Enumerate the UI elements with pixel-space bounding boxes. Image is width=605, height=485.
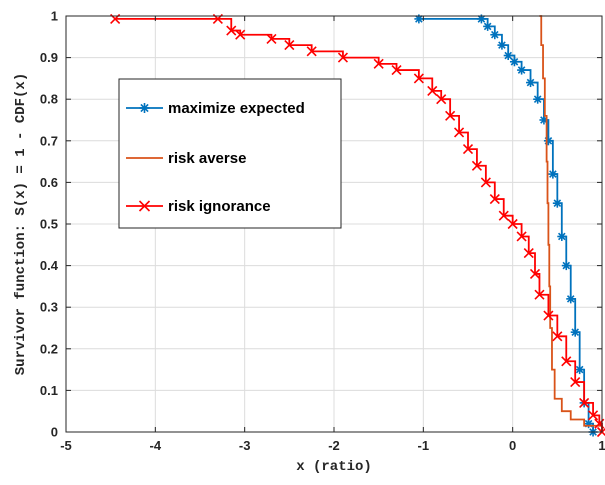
data-point (523, 248, 534, 259)
legend-item: maximize expected (126, 100, 305, 117)
data-point (516, 231, 527, 242)
y-tick-label: 0.7 (40, 133, 58, 148)
series-line (418, 18, 594, 432)
data-point (517, 65, 527, 75)
data-point (548, 169, 558, 179)
data-point (507, 218, 518, 230)
data-point (543, 310, 554, 321)
y-tick-label: 0.3 (40, 300, 58, 315)
data-point (427, 85, 438, 96)
data-point (575, 365, 585, 375)
legend-marker (138, 200, 151, 212)
data-point (534, 289, 545, 300)
y-tick-label: 0.6 (40, 175, 58, 190)
y-tick-label: 0.9 (40, 50, 58, 65)
legend-box (118, 78, 342, 229)
data-point (480, 177, 491, 188)
data-point (570, 327, 580, 337)
data-point (509, 57, 519, 67)
data-point (588, 410, 599, 421)
data-point (526, 78, 536, 88)
y-tick-label: 0.4 (40, 258, 59, 273)
data-point (306, 46, 317, 57)
data-point (391, 65, 402, 76)
y-axis-label: Survivor function: S(x) = 1 - CDF(x) (13, 73, 29, 375)
data-point (337, 52, 348, 63)
data-point (413, 73, 424, 84)
data-point (266, 33, 277, 44)
legend-marker (139, 103, 150, 113)
legend-item: risk ignorance (126, 198, 271, 215)
data-point (498, 210, 509, 221)
x-tick-label: -5 (60, 438, 72, 453)
y-tick-label: 0.5 (40, 217, 58, 232)
data-point (566, 294, 576, 304)
data-point (284, 40, 295, 51)
data-point (462, 144, 474, 155)
data-point (543, 136, 553, 146)
x-axis-label: x (ratio) (296, 459, 372, 475)
data-point (529, 268, 541, 279)
data-point (483, 21, 493, 31)
data-point (533, 94, 543, 104)
data-point (489, 193, 500, 205)
data-point (471, 160, 482, 171)
data-point (557, 231, 567, 241)
data-point (445, 110, 456, 121)
data-point (584, 419, 594, 429)
y-tick-labels: 0 0.1 0.2 0.3 0.4 0.5 0.6 0.7 0.8 0.9 1 (40, 9, 59, 440)
data-point (579, 397, 590, 408)
y-tick-label: 0.1 (40, 383, 58, 398)
series-line (539, 15, 603, 430)
series-layer (110, 13, 605, 438)
data-point (552, 198, 562, 208)
data-point (235, 29, 246, 40)
x-tick-label: 1 (598, 438, 605, 453)
series-risk-averse (539, 15, 603, 430)
data-point (226, 25, 237, 36)
data-point (561, 261, 571, 271)
series-line (115, 18, 603, 432)
y-tick-label: 0 (51, 425, 58, 440)
legend-label: risk ignorance (168, 198, 271, 215)
x-tick-labels: -5 -4 -3 -2 -1 0 1 (60, 438, 605, 453)
y-tick-label: 0.8 (40, 92, 58, 107)
series-risk-ignorance (110, 13, 605, 438)
legend-label: maximize expected (168, 100, 305, 117)
x-tick-label: -3 (239, 438, 251, 453)
legend: maximize expected risk averse risk ignoran… (118, 78, 342, 229)
x-tick-label: -4 (150, 438, 162, 453)
data-point (552, 331, 563, 342)
x-tick-label: 0 (509, 438, 516, 453)
legend-label: risk averse (168, 150, 246, 167)
legend-item: risk averse (126, 150, 246, 167)
data-point (503, 51, 513, 61)
data-point (454, 127, 465, 138)
data-point (490, 30, 500, 40)
x-tick-label: -1 (418, 438, 430, 453)
data-point (436, 94, 447, 105)
data-point (570, 377, 581, 388)
x-tick-label: -2 (328, 438, 340, 453)
y-tick-label: 1 (51, 9, 58, 24)
series-maximize-expected (414, 14, 598, 437)
axes (65, 15, 603, 433)
y-tick-label: 0.2 (40, 341, 58, 356)
data-point (497, 40, 507, 50)
data-point (561, 356, 572, 367)
data-point (373, 58, 384, 69)
